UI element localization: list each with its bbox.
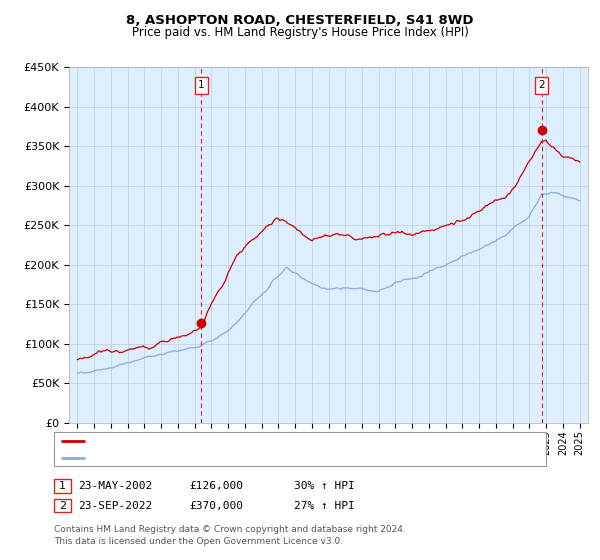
Text: 1: 1: [59, 481, 66, 491]
Text: 27% ↑ HPI: 27% ↑ HPI: [294, 501, 355, 511]
Text: 2: 2: [538, 81, 545, 90]
Text: 1: 1: [198, 81, 205, 90]
Text: HPI: Average price, detached house, Chesterfield: HPI: Average price, detached house, Ches…: [91, 453, 347, 463]
Text: £370,000: £370,000: [189, 501, 243, 511]
Text: 23-SEP-2022: 23-SEP-2022: [78, 501, 152, 511]
Text: 30% ↑ HPI: 30% ↑ HPI: [294, 481, 355, 491]
Text: 23-MAY-2002: 23-MAY-2002: [78, 481, 152, 491]
Text: 8, ASHOPTON ROAD, CHESTERFIELD, S41 8WD (detached house): 8, ASHOPTON ROAD, CHESTERFIELD, S41 8WD …: [91, 436, 430, 446]
Text: 2: 2: [59, 501, 66, 511]
Text: Contains HM Land Registry data © Crown copyright and database right 2024.
This d: Contains HM Land Registry data © Crown c…: [54, 525, 406, 546]
Text: 8, ASHOPTON ROAD, CHESTERFIELD, S41 8WD: 8, ASHOPTON ROAD, CHESTERFIELD, S41 8WD: [126, 13, 474, 27]
Text: Price paid vs. HM Land Registry's House Price Index (HPI): Price paid vs. HM Land Registry's House …: [131, 26, 469, 39]
Text: £126,000: £126,000: [189, 481, 243, 491]
